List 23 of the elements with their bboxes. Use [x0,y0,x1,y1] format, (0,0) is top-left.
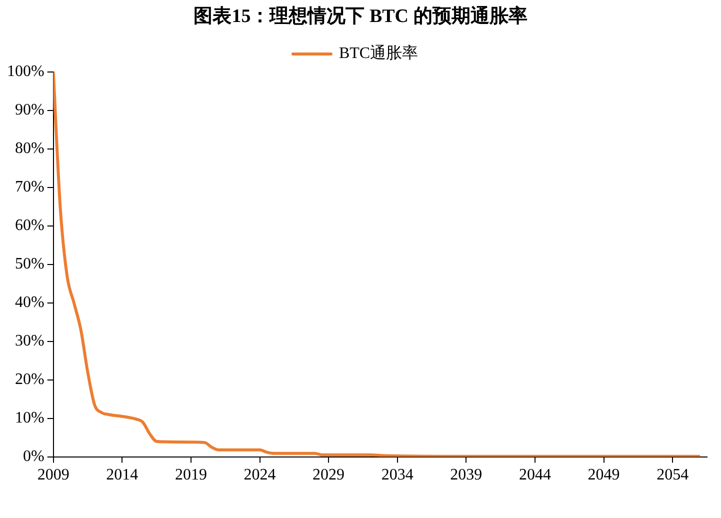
y-tick-label: 40% [15,294,44,312]
y-tick-label: 10% [15,410,44,427]
x-tick-label: 2029 [312,466,345,484]
y-tick-label: 30% [15,332,44,350]
x-tick-label: 2009 [37,466,70,484]
y-tick-label: 80% [15,140,44,158]
y-tick-label: 70% [15,178,44,196]
x-tick-label: 2044 [518,466,551,484]
x-tick-label: 2019 [174,466,207,484]
legend-label: BTC通胀率 [338,44,418,62]
y-tick-label: 20% [15,371,44,388]
y-tick-label: 0% [23,448,44,466]
x-tick-label: 2039 [450,466,482,484]
x-tick-label: 2049 [588,466,620,484]
y-tick-label: 50% [15,256,44,273]
x-tick-label: 2014 [106,466,138,484]
y-tick-label: 100% [7,63,44,80]
y-tick-label: 60% [15,217,44,234]
chart-title: 图表15：理想情况下 BTC 的预期通胀率 [192,4,528,29]
y-tick-label: 90% [15,102,44,119]
x-tick-label: 2024 [244,466,276,484]
x-tick-label: 2034 [381,466,414,484]
x-tick-label: 2054 [656,466,689,484]
